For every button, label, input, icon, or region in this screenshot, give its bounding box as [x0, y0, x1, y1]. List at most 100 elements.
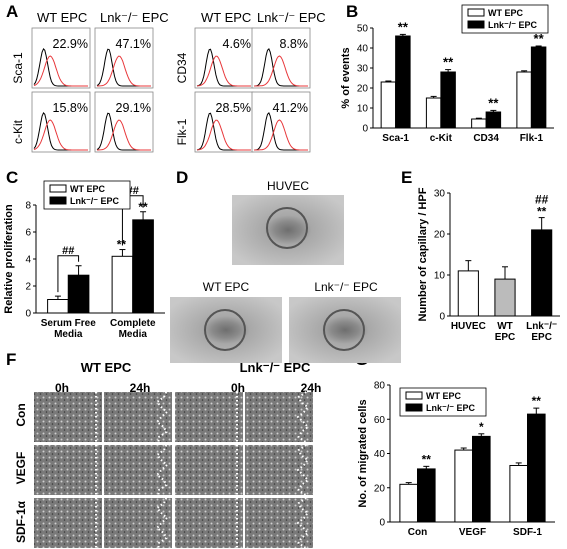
y-tick-label: 20 [374, 483, 386, 494]
legend-swatch [49, 196, 67, 205]
panel-label-a: A [6, 2, 18, 21]
bar-wt [380, 81, 397, 129]
x-tick-label: HUVEC [451, 321, 486, 332]
histogram-frame [31, 91, 91, 153]
legend-label: WT EPC [70, 184, 105, 194]
y-tick-label: 50 [357, 24, 369, 35]
panel-label-d: D [176, 168, 188, 187]
scratch-image [104, 498, 172, 548]
y-axis-label: No. of migrated cells [357, 399, 369, 507]
comparison-bracket [121, 195, 144, 246]
x-tick-label: Lnk⁻/⁻ [526, 321, 557, 332]
d-image-huvec [232, 195, 344, 265]
y-tick-label: 0 [25, 309, 31, 320]
legend-label: WT EPC [488, 8, 523, 18]
scratch-image [104, 392, 172, 442]
significance-mark: ** [398, 19, 409, 34]
panel-label-b: B [346, 2, 358, 21]
y-tick-label: 10 [434, 271, 446, 282]
x-tick-label: Con [408, 527, 427, 538]
f-row-sdf1a: SDF-1α [14, 500, 28, 543]
d-well-huvec [266, 207, 308, 249]
bar-lnk [530, 46, 547, 129]
chart-g: 0 20 40 60 80 No. of migrated cells Con VEGF SDF… [357, 381, 555, 538]
a-title-wt-2: WT EPC [201, 10, 251, 25]
chart-b: 0 10 20 30 40 50 % of events Sca-1 c-Kit CD34 Flk-… [340, 4, 554, 144]
y-tick-label: 4 [25, 255, 31, 266]
d-image-lnk [289, 297, 401, 363]
significance-mark: ## [535, 193, 549, 207]
f-row-con: Con [14, 403, 28, 426]
histogram-stained-curve [196, 119, 251, 151]
x-tick-label: Flk-1 [520, 133, 544, 144]
histogram-stained-curve [254, 55, 308, 87]
f-title-wt: WT EPC [81, 360, 132, 375]
x-tick-label: EPC [531, 332, 552, 343]
panel-label-c: C [6, 168, 18, 187]
bar [457, 270, 479, 317]
y-tick-label: 0 [379, 518, 385, 529]
d-label-huvec: HUVEC [267, 179, 309, 193]
histogram-frame [194, 27, 254, 89]
y-tick-label: 10 [357, 104, 369, 115]
a-row-flk1: Flk-1 [175, 118, 189, 145]
significance-mark: ** [537, 205, 547, 219]
bar-wt [399, 483, 418, 523]
f-time-wt-0h: 0h [55, 381, 69, 395]
histogram-stained-curve [97, 55, 151, 87]
x-tick-label: Serum Free [41, 318, 96, 329]
histogram-frame [94, 91, 154, 153]
y-tick-label: 40 [357, 44, 369, 55]
legend-label: Lnk⁻/⁻ EPC [488, 20, 538, 30]
scratch-image [34, 498, 102, 548]
legend-swatch [405, 391, 423, 400]
bar-wt [509, 464, 528, 523]
histogram-percent: 29.1% [116, 101, 151, 115]
x-tick-label: Media [119, 329, 148, 340]
y-axis-label: Relative proliferation [3, 204, 15, 314]
legend-label: WT EPC [426, 391, 461, 401]
bar-lnk [472, 435, 491, 523]
scratch-image [104, 445, 172, 495]
y-tick-label: 20 [434, 230, 446, 241]
y-tick-label: 60 [374, 415, 386, 426]
tube-formation-images: HUVEC WT EPC Lnk⁻/⁻ EPC [170, 179, 401, 363]
y-axis-label: Number of capillary / HPF [417, 187, 429, 321]
histogram-percent: 15.8% [53, 101, 88, 115]
scratch-image [245, 498, 313, 548]
x-tick-label: Complete [110, 318, 156, 329]
y-tick-label: 8 [25, 201, 31, 212]
legend-swatch [467, 20, 485, 29]
legend-swatch [405, 403, 423, 412]
a-row-cd34: CD34 [175, 52, 189, 83]
a-row-ckit: c-Kit [11, 119, 25, 144]
x-tick-label: Sca-1 [382, 133, 409, 144]
legend-swatch [49, 184, 67, 193]
scratch-edge-line [296, 444, 310, 496]
histogram-percent: 41.2% [273, 101, 308, 115]
migration-images: WT EPC Lnk⁻/⁻ EPC 0h 24h 0h 24h Con VEGF… [14, 360, 321, 549]
scratch-panels [34, 391, 313, 549]
y-tick-label: 0 [362, 124, 368, 135]
panel-label-f: F [6, 350, 16, 369]
f-title-lnk: Lnk⁻/⁻ EPC [240, 360, 311, 375]
legend: WT EPC Lnk⁻/⁻ EPC [461, 4, 549, 34]
scratch-image [175, 498, 243, 548]
histogram-frame [94, 27, 154, 89]
significance-mark: ** [534, 31, 545, 46]
histogram-percent: 28.5% [216, 101, 251, 115]
x-tick-label: Media [54, 329, 83, 340]
significance-mark: * [479, 420, 484, 434]
scratch-image [245, 445, 313, 495]
a-title-lnk-1: Lnk⁻/⁻ EPC [100, 10, 169, 25]
d-label-lnk: Lnk⁻/⁻ EPC [314, 280, 378, 294]
comparison-bracket [57, 255, 80, 293]
bar [531, 229, 553, 317]
histogram-percent: 22.9% [53, 37, 88, 51]
y-tick-label: 20 [357, 84, 369, 95]
significance-mark: ** [443, 55, 454, 70]
histogram-stained-curve [196, 55, 251, 87]
